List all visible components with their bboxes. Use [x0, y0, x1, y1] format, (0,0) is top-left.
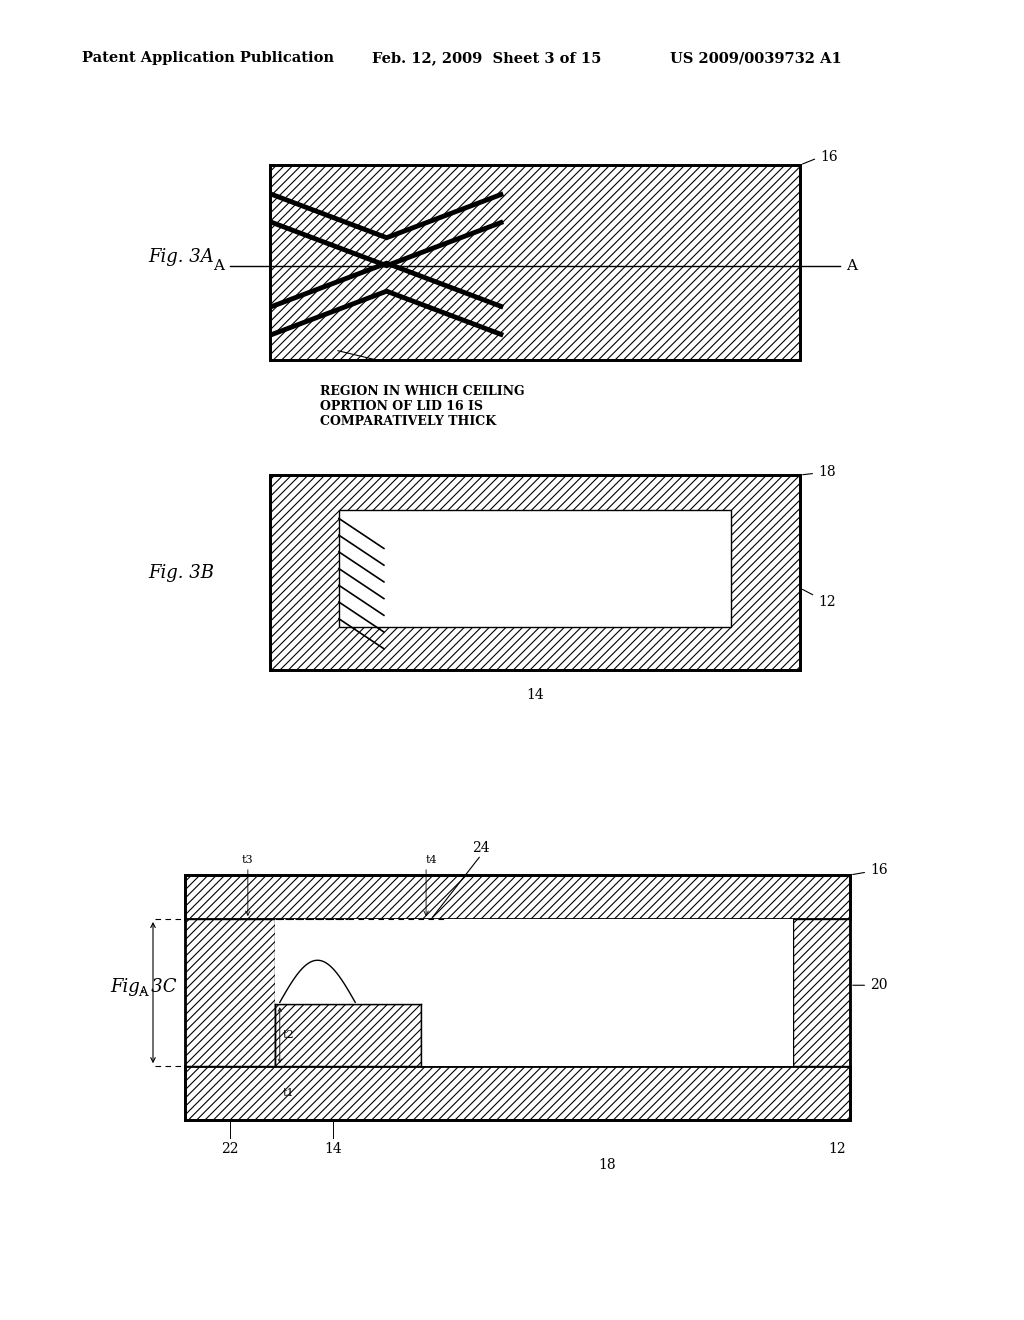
Bar [270, 475, 800, 671]
Text: Feb. 12, 2009  Sheet 3 of 15: Feb. 12, 2009 Sheet 3 of 15 [372, 51, 601, 65]
Text: t2: t2 [283, 1030, 295, 1040]
Text: A: A [213, 260, 224, 273]
Bar [270, 165, 800, 360]
Bar [185, 875, 850, 919]
Text: REGION IN WHICH CEILING
OPRTION OF LID 16 IS
COMPARATIVELY THICK: REGION IN WHICH CEILING OPRTION OF LID 1… [319, 385, 524, 428]
Text: 18: 18 [598, 1158, 616, 1172]
Text: 18: 18 [803, 465, 836, 479]
Text: 12: 12 [803, 590, 836, 609]
Text: Patent Application Publication: Patent Application Publication [82, 51, 334, 65]
Text: A: A [846, 260, 857, 273]
Text: 12: 12 [828, 1142, 846, 1156]
Text: 20: 20 [853, 978, 888, 993]
Text: 22: 22 [221, 1142, 239, 1156]
Text: Fig. 3A: Fig. 3A [148, 248, 214, 267]
Bar [274, 919, 421, 1005]
Bar [270, 475, 800, 671]
Text: Fig. 3B: Fig. 3B [148, 564, 214, 582]
Bar [185, 875, 850, 1119]
Text: t1: t1 [283, 1088, 295, 1098]
Bar [185, 1067, 850, 1119]
Text: 14: 14 [325, 1142, 342, 1156]
Bar [339, 510, 731, 627]
Text: 24: 24 [472, 841, 489, 855]
Text: t3: t3 [242, 855, 254, 865]
Text: Fig. 3C: Fig. 3C [110, 978, 176, 997]
Bar [185, 919, 274, 1067]
Text: 16: 16 [853, 863, 888, 876]
Bar [274, 1005, 421, 1067]
Text: t4: t4 [426, 855, 437, 865]
Text: 16: 16 [803, 150, 838, 164]
Text: 14: 14 [526, 688, 544, 702]
Text: US 2009/0039732 A1: US 2009/0039732 A1 [670, 51, 842, 65]
Bar [794, 919, 850, 1067]
Bar [421, 919, 794, 1067]
Text: A: A [138, 986, 148, 999]
Bar [270, 165, 800, 360]
